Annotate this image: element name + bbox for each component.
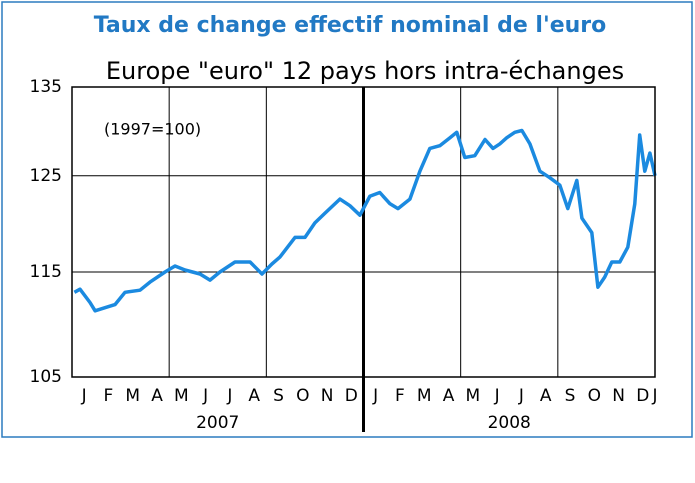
x-tick-label: A (151, 386, 163, 406)
x-tick-label: A (443, 386, 455, 406)
annotation: (1997=100) (104, 120, 201, 139)
x-tick-label: A (248, 386, 260, 406)
x-tick-label: A (540, 386, 552, 406)
x-tick-label: S (565, 386, 576, 406)
x-tick-label: M (174, 386, 189, 406)
x-tick-label: D (636, 386, 649, 406)
x-tick-label: N (321, 386, 334, 406)
x-tick-label: J (202, 386, 208, 406)
frame (1, 1, 693, 438)
x-tick-label: J (494, 386, 500, 406)
x-tick-label: J (518, 386, 524, 406)
chart-subtitle: Europe "euro" 12 pays hors intra-échange… (106, 57, 624, 85)
x-tick-label: N (612, 386, 625, 406)
y-tick-label: 125 (30, 166, 62, 186)
x-tick-label: S (273, 386, 284, 406)
x-tick-label: J (372, 386, 378, 406)
y-tick-label: 135 (30, 77, 62, 97)
year-label: 2008 (488, 413, 531, 433)
y-tick-label: 115 (30, 262, 62, 282)
y-tick-label: 105 (30, 367, 62, 387)
x-tick-label: M (125, 386, 140, 406)
x-tick-label: F (104, 386, 114, 406)
chart-title: Taux de change effectif nominal de l'eur… (94, 13, 607, 38)
x-tick-label: J (651, 386, 657, 406)
x-tick-label: J (226, 386, 232, 406)
x-tick-label: M (417, 386, 432, 406)
plot-frame (71, 86, 656, 378)
x-tick-label: O (588, 386, 601, 406)
x-tick-label: D (345, 386, 358, 406)
x-tick-label: F (395, 386, 405, 406)
x-tick-label: M (465, 386, 480, 406)
year-label: 2007 (196, 413, 239, 433)
x-tick-label: J (81, 386, 87, 406)
x-tick-label: O (296, 386, 309, 406)
series-line (73, 128, 657, 313)
